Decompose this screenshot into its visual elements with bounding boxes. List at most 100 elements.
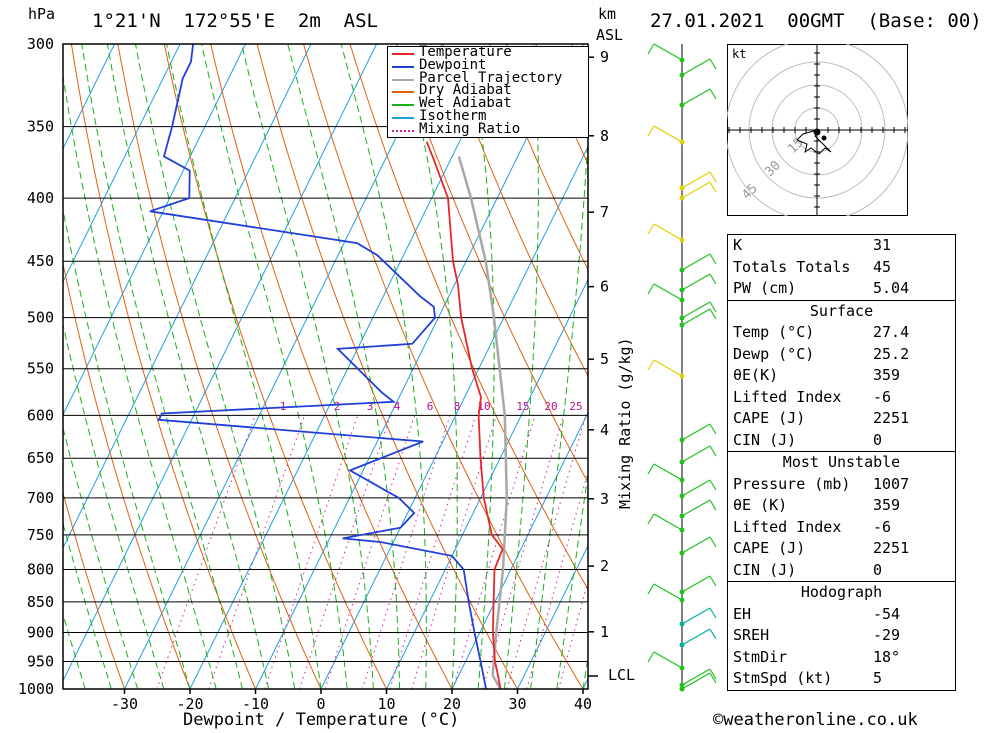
general-index-label: PW (cm) [733,279,797,297]
km-tick-label: 4 [600,421,609,439]
wind-barb [653,125,683,143]
wind-level-dot [679,322,685,328]
surface-index-row: Lifted Index -6 [728,387,955,409]
most-unstable-index-value: 359 [873,496,901,514]
isotherm-line [517,544,588,689]
wind-barb [681,253,711,271]
wind-barb [681,607,711,625]
wind-level-dot [679,550,685,556]
legend-item: Dry Adiabat [388,82,586,99]
wind-barb-flag [709,171,717,183]
surface-index-value: 27.4 [873,323,910,341]
wind-barb-flag [647,651,655,663]
wet-adiabat-line [503,44,539,689]
isotherm-line [451,411,588,689]
surface-index-value: 2251 [873,409,910,427]
wind-level-dot [679,597,685,603]
wet-adiabat-line [106,44,270,689]
isotherm-line [386,278,588,689]
hodograph-index-value: -29 [873,626,901,644]
surface-index-value: 25.2 [873,344,910,363]
wind-barb [653,513,683,531]
legend-label: Dewpoint [419,56,487,73]
legend-swatch [392,91,414,94]
hodograph-index-label: StmSpd (kt) [733,669,833,687]
x-tick-label: 10 [377,695,395,713]
wind-barb [681,301,711,319]
wind-barb [681,308,711,326]
wind-barb [681,499,711,517]
x-tick-label: 30 [508,695,526,713]
hodograph-index-value: -54 [873,604,901,623]
surface-index-value: -6 [873,387,892,406]
dry-adiabat-line [117,44,322,689]
pressure-tick-label: 350 [27,118,54,136]
wind-barb [681,88,711,106]
pressure-tick-label: 300 [27,35,54,53]
copyright: ©weatheronline.co.uk [713,710,918,730]
wind-level-dot [679,665,685,671]
isotherm-line [320,145,588,689]
most-unstable-index-row: θE (K) 359 [728,495,955,517]
lcl-label: LCL [608,666,636,684]
wind-level-dot [679,373,685,379]
surface-index-label: CAPE (J) [733,409,806,427]
wind-level-dot [679,589,685,595]
wet-adiabat-line [63,426,139,689]
mixing-ratio-line [452,415,536,689]
wet-adiabat-line [582,654,588,689]
pressure-tick-label: 900 [27,624,54,642]
dewpoint-line [149,44,487,689]
legend-swatch [392,65,414,68]
wind-barb [681,445,711,463]
surface-index-value: 0 [873,430,883,449]
pressure-tick-label: 800 [27,560,54,578]
legend-swatch [392,104,414,107]
wind-level-dot [679,195,685,201]
wind-barb-flag [647,513,655,525]
general-index-row: K 31 [728,235,955,257]
asl-unit: ASL [596,26,624,44]
pressure-tick-label: 700 [27,489,54,507]
legend-label: Parcel Trajectory [419,69,563,86]
wind-barb-flag [647,359,655,371]
wind-barb-flag [647,283,655,295]
most-unstable-index-label: Pressure (mb) [733,474,851,493]
hodograph-index-label: EH [733,604,752,623]
hodograph-stats-title: Hodograph [800,583,883,601]
pressure-tick-label: 600 [27,406,54,424]
wind-barb-flag [709,308,717,320]
most-unstable-index-value: -6 [873,517,892,536]
x-tick-label: 20 [443,695,461,713]
wind-barb [681,575,711,593]
most-unstable-index-label: θE (K) [733,496,788,514]
hodograph-unit: kt [732,47,746,61]
surface-index-label: Temp (°C) [733,323,815,341]
km-tick-label: 2 [600,557,609,575]
storm-motion-marker [813,128,821,136]
pressure-tick-label: 450 [27,252,54,270]
km-tick-label: 8 [600,127,609,145]
wind-barb-flag [647,463,655,475]
wind-barb-flag [709,445,717,457]
pressure-tick-label: 1000 [18,680,54,698]
legend-swatch [392,117,414,119]
mixing-ratio-line [389,415,477,689]
wind-barb [681,423,711,441]
wind-level-dot [679,185,685,191]
legend-item: Wet Adiabat [388,96,586,111]
pressure-tick-label: 950 [27,653,54,671]
pressure-tick-label: 400 [27,189,54,207]
dry-adiabat-line [954,44,1000,689]
most-unstable-index-row: CIN (J) 0 [728,560,955,582]
wet-adiabat-line [201,44,348,689]
mixing-ratio-line [208,415,306,689]
hodograph-index-row: StmDir 18° [728,647,955,669]
mixing-ratio-line [361,415,451,689]
wind-level-dot [679,139,685,145]
legend-label: Dry Adiabat [419,82,512,99]
left-unit: hPa [28,5,56,23]
surface-index-row: Temp (°C) 27.4 [728,322,955,344]
mixing-ratio-tick-label: 4 [394,400,401,413]
general-index-row: Totals Totals 45 [728,257,955,279]
